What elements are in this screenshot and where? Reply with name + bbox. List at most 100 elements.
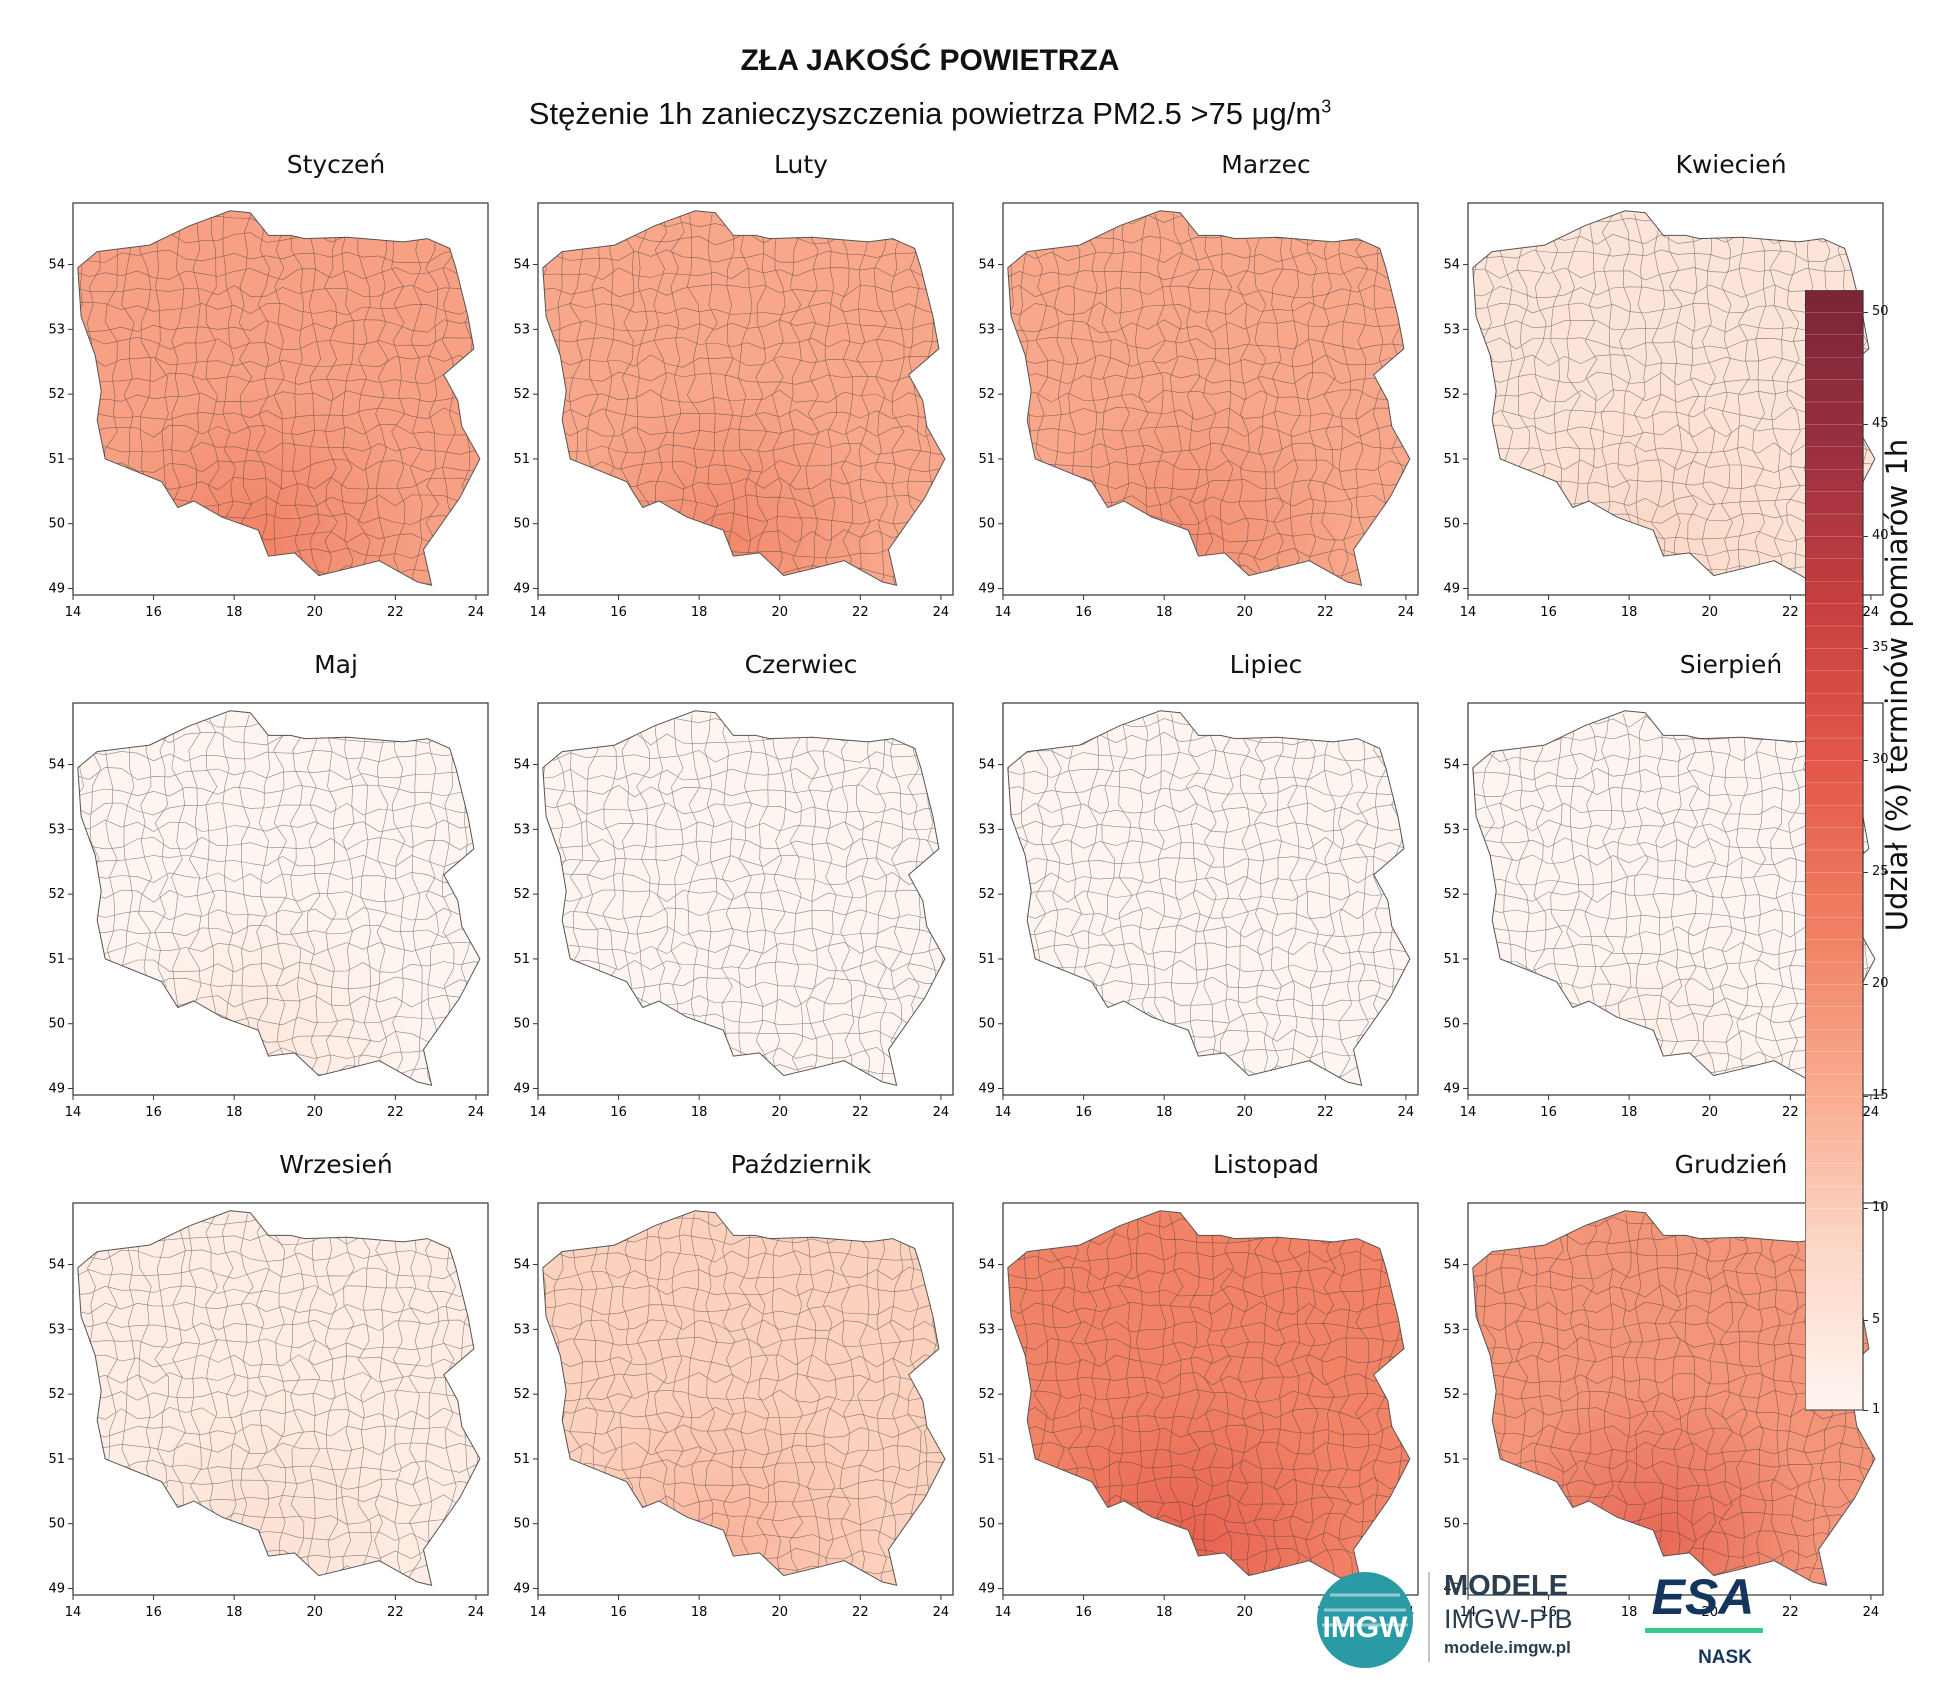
x-tick-label: 16 [1540, 605, 1557, 620]
county-border [77, 372, 480, 385]
y-tick-label: 53 [48, 822, 65, 837]
map-panel: Luty 14 16 18 20 22 24 49 50 51 52 53 54 [513, 150, 955, 620]
x-tick-label: 22 [852, 605, 869, 620]
x-tick-label: 18 [226, 1605, 243, 1620]
county-border [542, 837, 945, 851]
county-border [1472, 1459, 1875, 1473]
panel-title: Październik [730, 1150, 872, 1179]
county-border [754, 1213, 770, 1586]
colorbar-tick-label: 10 [1872, 1200, 1889, 1216]
county-border [375, 713, 389, 1086]
x-tick-label: 18 [1621, 1605, 1638, 1620]
x-tick-label: 20 [1701, 1105, 1718, 1120]
county-border [542, 1459, 945, 1473]
modele-url: modele.imgw.pl [1444, 1638, 1571, 1657]
county-border [256, 213, 270, 586]
y-tick-label: 51 [978, 1452, 995, 1467]
county-border [1007, 1266, 1410, 1281]
x-tick-label: 14 [65, 1605, 82, 1620]
county-border [77, 924, 480, 938]
county-border [542, 925, 945, 938]
y-tick-label: 50 [48, 1517, 65, 1532]
x-tick-label: 22 [1317, 1105, 1334, 1120]
y-tick-label: 50 [978, 1017, 995, 1032]
x-tick-label: 14 [530, 1105, 547, 1120]
county-border [1007, 856, 1410, 868]
county-border [77, 407, 480, 420]
map-panel: Marzec 14 16 18 20 22 24 49 50 51 52 53 54 [978, 150, 1420, 620]
county-border [1007, 890, 1410, 903]
county-border [542, 1301, 945, 1316]
y-tick-label: 49 [513, 1582, 530, 1597]
county-border [77, 424, 480, 438]
county-border [1668, 213, 1683, 586]
y-tick-label: 54 [48, 258, 65, 273]
y-tick-label: 52 [978, 1387, 995, 1402]
x-tick-label: 18 [1621, 605, 1638, 620]
x-tick-label: 20 [306, 1105, 323, 1120]
county-border [290, 213, 304, 586]
county-border [77, 249, 480, 263]
y-tick-label: 53 [978, 322, 995, 337]
county-border [77, 1301, 480, 1315]
poland-region [77, 210, 481, 586]
y-tick-label: 49 [1443, 1582, 1460, 1597]
county-border [721, 713, 735, 1086]
county-border [542, 319, 945, 332]
county-border [77, 819, 480, 833]
x-tick-label: 22 [1782, 1605, 1799, 1620]
panel-title: Grudzień [1674, 1150, 1788, 1179]
y-tick-label: 53 [1443, 322, 1460, 337]
county-border [542, 1424, 945, 1438]
county-border [77, 1372, 480, 1384]
x-tick-label: 18 [1156, 605, 1173, 620]
x-tick-label: 22 [387, 1605, 404, 1620]
county-border [77, 1459, 480, 1473]
county-border [542, 1284, 945, 1298]
county-border [357, 213, 372, 586]
county-border [77, 1442, 480, 1456]
county-border [1253, 1213, 1268, 1586]
county-border [1007, 389, 1410, 403]
county-border [542, 337, 945, 350]
y-tick-label: 54 [48, 1258, 65, 1273]
y-tick-label: 52 [513, 887, 530, 902]
county-border [77, 1319, 480, 1332]
x-tick-label: 16 [145, 1105, 162, 1120]
county-border [839, 1213, 854, 1586]
county-border [1737, 213, 1750, 586]
esa-logo-text: ESA [1652, 1569, 1755, 1625]
county-border [425, 213, 440, 586]
county-border [306, 713, 321, 1086]
x-tick-label: 24 [468, 605, 485, 620]
county-border [1007, 441, 1410, 455]
county-border [1472, 1441, 1875, 1455]
county-border [542, 959, 945, 973]
x-tick-label: 18 [1621, 1105, 1638, 1120]
county-border [1219, 213, 1234, 586]
map-panel-svg: 14 16 18 20 22 24 49 50 51 52 53 54 [513, 202, 954, 620]
map-panel-svg: 14 16 18 20 22 24 49 50 51 52 53 54 [513, 1202, 954, 1620]
y-tick-label: 54 [1443, 758, 1460, 773]
x-tick-label: 24 [1398, 605, 1415, 620]
y-tick-label: 49 [978, 1582, 995, 1597]
county-border [1007, 1424, 1410, 1438]
county-border [1007, 249, 1410, 263]
map-panel-svg: 14 16 18 20 22 24 49 50 51 52 53 54 [978, 202, 1419, 620]
county-border [77, 441, 480, 455]
county-border [737, 1213, 753, 1586]
colorbar-tick-label: 5 [1872, 1312, 1881, 1328]
county-border [410, 713, 423, 1086]
county-border [307, 1213, 321, 1586]
x-tick-label: 22 [852, 1105, 869, 1120]
x-tick-label: 16 [1540, 1605, 1557, 1620]
county-border [410, 213, 423, 586]
y-tick-label: 52 [513, 1387, 530, 1402]
y-tick-label: 49 [978, 1082, 995, 1097]
county-border [1701, 713, 1717, 1086]
x-tick-label: 20 [306, 605, 323, 620]
y-tick-label: 51 [513, 452, 530, 467]
county-border [1007, 407, 1410, 421]
county-border [1203, 213, 1217, 586]
esa-nask-logo: ESA NASK [1645, 1569, 1763, 1668]
